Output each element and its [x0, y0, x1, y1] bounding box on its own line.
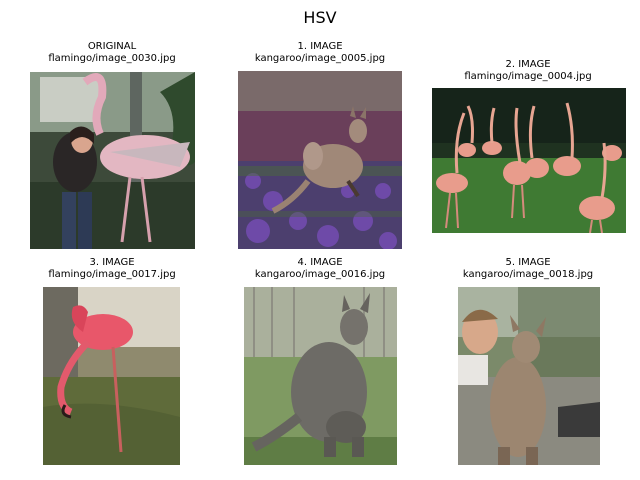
panel-label: 2. IMAGE: [505, 59, 551, 70]
panel-caption: 1. IMAGE kangaroo/image_0005.jpg: [220, 41, 420, 65]
panel-label: 3. IMAGE: [89, 257, 135, 268]
panel-filename: kangaroo/image_0016.jpg: [254, 269, 386, 280]
panel-filename: kangaroo/image_0005.jpg: [254, 53, 386, 64]
panel-image-kangaroo-meadow: [238, 71, 402, 249]
panel-label: 1. IMAGE: [297, 41, 343, 52]
panel-label: 5. IMAGE: [505, 257, 551, 268]
panel-filename: kangaroo/image_0018.jpg: [462, 269, 594, 280]
panel-label: 4. IMAGE: [297, 257, 343, 268]
panel-image-flamingo-single: [43, 287, 180, 465]
panel-image-kangaroo-with-person: [458, 287, 600, 465]
panel-caption: 5. IMAGE kangaroo/image_0018.jpg: [428, 257, 628, 281]
panel-caption: 3. IMAGE flamingo/image_0017.jpg: [12, 257, 212, 281]
panel-caption: ORIGINAL flamingo/image_0030.jpg: [12, 41, 212, 65]
panel-image-flamingo-flock: [432, 88, 626, 233]
panel-filename: flamingo/image_0030.jpg: [48, 53, 176, 64]
panel-label: ORIGINAL: [87, 41, 137, 52]
panel-filename: flamingo/image_0004.jpg: [464, 71, 592, 82]
panel-image-original-flamingo: [30, 72, 195, 249]
figure-title: HSV: [303, 8, 337, 27]
panel-filename: flamingo/image_0017.jpg: [48, 269, 176, 280]
panel-caption: 4. IMAGE kangaroo/image_0016.jpg: [220, 257, 420, 281]
panel-caption: 2. IMAGE flamingo/image_0004.jpg: [428, 59, 628, 83]
panel-image-kangaroo-grey: [244, 287, 397, 465]
